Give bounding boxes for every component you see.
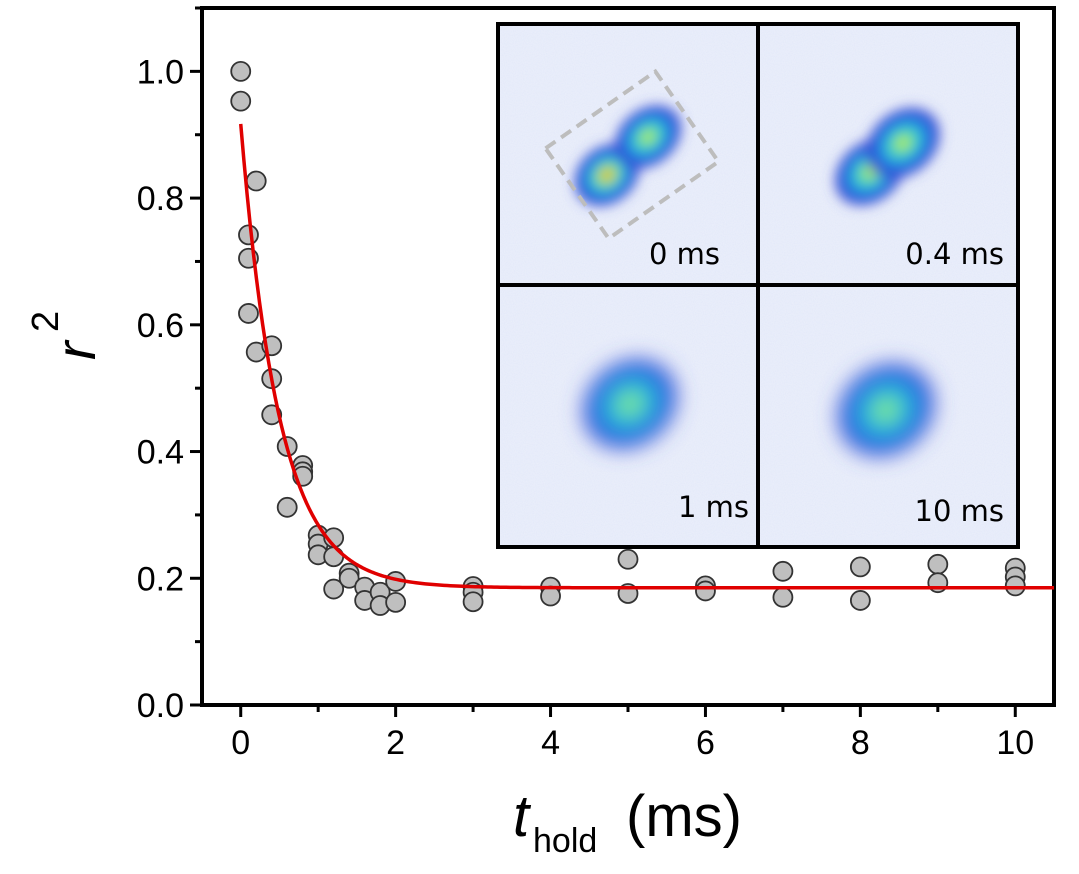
inset-panel-2-image bbox=[831, 104, 944, 209]
data-point bbox=[230, 60, 252, 82]
data-point bbox=[849, 590, 871, 611]
x-tick-label: 2 bbox=[386, 724, 405, 762]
data-point bbox=[772, 586, 794, 608]
inset-panel-4-image bbox=[825, 350, 947, 470]
y-axis-label-main: r bbox=[44, 339, 107, 360]
data-point bbox=[695, 580, 716, 602]
x-tick-label: 4 bbox=[541, 724, 560, 762]
data-point bbox=[338, 567, 360, 589]
data-point bbox=[385, 591, 407, 613]
x-tick-label: 6 bbox=[696, 724, 715, 762]
x-axis-label-subscript: hold bbox=[533, 822, 597, 860]
x-tick-label: 0 bbox=[231, 724, 250, 762]
x-tick-label: 8 bbox=[851, 724, 870, 762]
data-point bbox=[323, 578, 345, 600]
data-point bbox=[772, 560, 794, 582]
data-point bbox=[238, 224, 259, 246]
y-tick-label: 0.2 bbox=[137, 560, 184, 598]
data-point bbox=[276, 496, 298, 518]
y-axis-label-superscript: 2 bbox=[25, 311, 67, 332]
inset: 0 ms 0.4 ms 1 ms 10 ms bbox=[496, 22, 1020, 549]
inset-panel-3-label: 1 ms bbox=[678, 490, 749, 524]
x-axis-ticks bbox=[239, 705, 1017, 717]
x-tick-label: 10 bbox=[996, 724, 1034, 762]
data-point bbox=[849, 556, 871, 578]
x-axis-label-main: t bbox=[513, 784, 532, 849]
y-tick-label: 0.4 bbox=[137, 434, 184, 472]
y-tick-label: 0.6 bbox=[137, 307, 184, 345]
y-axis-tick-labels: 0.0 0.2 0.4 0.6 0.8 1.0 bbox=[137, 53, 184, 725]
data-point bbox=[927, 553, 949, 575]
data-point bbox=[1004, 575, 1026, 597]
data-point bbox=[238, 303, 259, 324]
fit-curve bbox=[238, 123, 1054, 590]
data-point bbox=[462, 591, 484, 613]
y-tick-label: 0.8 bbox=[137, 180, 184, 218]
data-point bbox=[617, 548, 639, 570]
x-axis-label-unit: (ms) bbox=[626, 784, 742, 849]
x-axis-tick-labels: 0 2 4 6 8 10 bbox=[231, 724, 1034, 762]
selection-box bbox=[542, 68, 722, 242]
inset-panel-4-label: 10 ms bbox=[915, 494, 1004, 528]
y-axis-label: r bbox=[44, 339, 107, 360]
inset-panel-2-label: 0.4 ms bbox=[905, 237, 1004, 271]
x-axis-label: t hold (ms) bbox=[513, 784, 742, 860]
y-tick-label: 1.0 bbox=[137, 53, 184, 91]
y-tick-label: 0.0 bbox=[137, 687, 184, 725]
inset-panel-3-image bbox=[570, 346, 690, 462]
inset-panel-1-image bbox=[542, 68, 722, 242]
y-axis-ticks bbox=[190, 6, 202, 707]
data-point bbox=[245, 170, 267, 192]
inset-panel-1-label: 0 ms bbox=[649, 237, 720, 271]
data-point bbox=[230, 90, 252, 112]
